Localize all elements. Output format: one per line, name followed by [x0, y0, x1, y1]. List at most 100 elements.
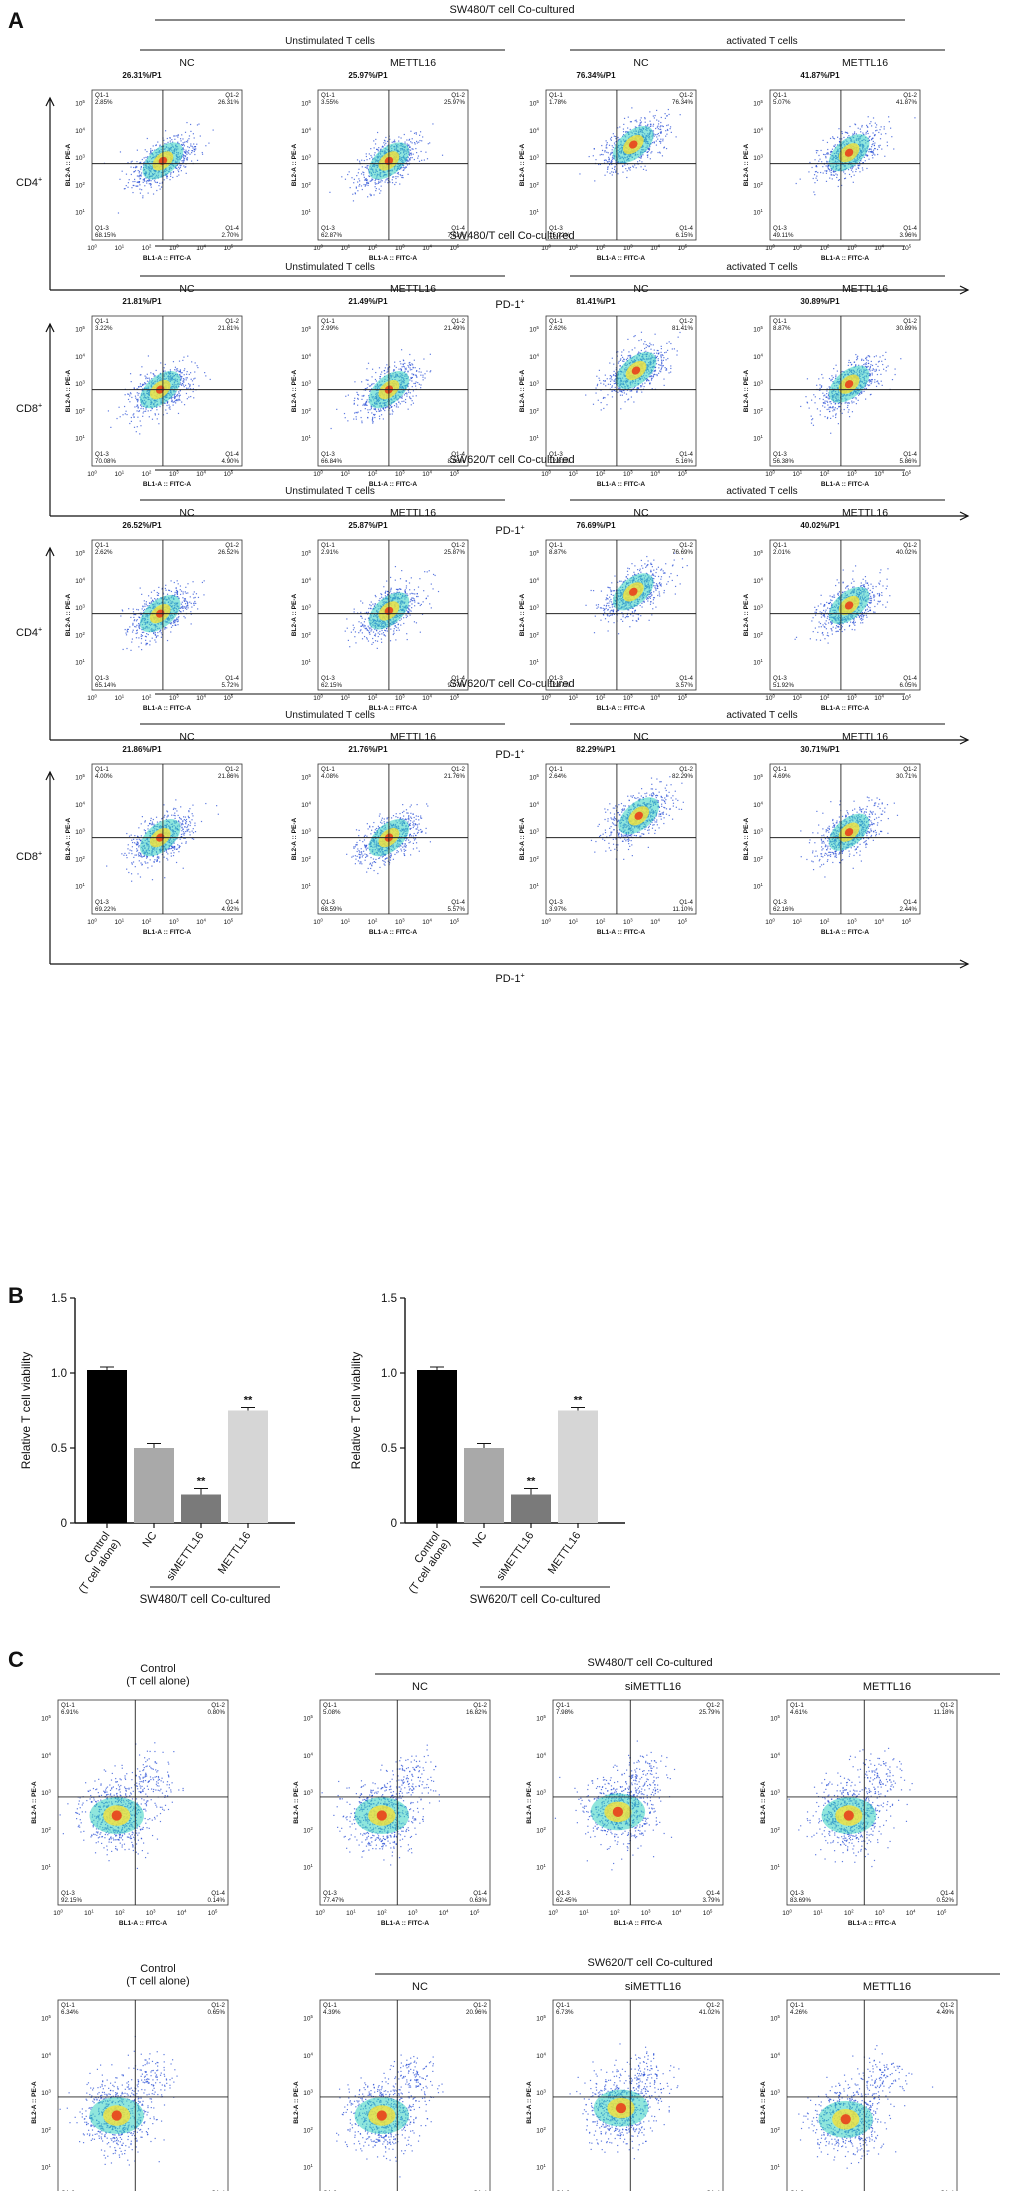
event-dot: [155, 144, 157, 146]
event-dot: [879, 144, 881, 146]
event-dot: [117, 212, 120, 214]
event-dot: [407, 173, 409, 175]
event-dot: [654, 134, 657, 136]
event-dot: [142, 383, 144, 385]
event-dot: [408, 391, 410, 393]
event-dot: [145, 377, 147, 380]
event-dot: [398, 136, 400, 138]
event-dot: [145, 410, 147, 412]
event-dot: [133, 387, 135, 389]
event-dot: [663, 146, 666, 148]
event-dot: [358, 178, 360, 180]
event-dot: [182, 142, 184, 144]
event-dot: [366, 167, 368, 169]
y-tick-label: 101: [301, 208, 311, 217]
event-dot: [151, 149, 154, 152]
event-dot: [185, 172, 187, 174]
event-dot: [147, 192, 149, 194]
event-dot: [123, 188, 125, 190]
event-dot: [134, 395, 137, 397]
event-dot: [379, 376, 381, 378]
event-dot: [864, 160, 866, 162]
event-dot: [397, 171, 399, 174]
event-dot: [383, 139, 386, 141]
event-dot: [148, 179, 150, 181]
event-dot: [161, 182, 163, 184]
event-dot: [613, 370, 615, 373]
event-dot: [369, 385, 372, 387]
plot-label: NC: [633, 57, 649, 69]
event-dot: [815, 152, 818, 154]
event-dot: [174, 167, 177, 169]
event-dot: [403, 366, 406, 368]
event-dot: [406, 139, 408, 141]
event-dot: [187, 151, 189, 153]
event-dot: [632, 165, 634, 167]
event-dot: [137, 185, 139, 187]
event-dot: [175, 368, 178, 370]
event-dot: [193, 143, 195, 145]
event-dot: [170, 172, 172, 174]
event-dot: [596, 385, 598, 387]
event-dot: [619, 359, 622, 361]
event-dot: [176, 175, 178, 177]
event-dot: [610, 139, 612, 141]
event-dot: [403, 133, 405, 136]
event-dot: [139, 162, 142, 164]
event-dot: [366, 159, 368, 161]
event-dot: [181, 160, 183, 162]
event-dot: [146, 182, 148, 184]
event-dot: [415, 147, 417, 150]
event-dot: [181, 384, 183, 386]
event-dot: [174, 135, 176, 137]
event-dot: [865, 131, 867, 134]
y-axis-label: BL2-A :: PE-A: [519, 144, 526, 187]
event-dot: [835, 374, 837, 376]
event-dot: [844, 177, 847, 179]
event-dot: [427, 143, 429, 145]
event-dot: [629, 390, 631, 392]
x-tick-label: 104: [422, 469, 432, 478]
event-dot: [393, 139, 396, 141]
event-dot: [166, 404, 168, 407]
event-dot: [382, 407, 384, 409]
event-dot: [360, 416, 362, 419]
event-dot: [615, 171, 617, 173]
event-dot: [148, 416, 150, 418]
event-dot: [139, 174, 141, 176]
event-dot: [849, 361, 852, 364]
group-right-label: activated T cells: [726, 36, 797, 47]
event-dot: [414, 367, 416, 369]
event-dot: [627, 127, 629, 129]
event-dot: [185, 373, 188, 375]
event-dot: [188, 373, 190, 376]
event-dot: [822, 153, 825, 156]
event-dot: [658, 140, 661, 143]
event-dot: [187, 383, 190, 385]
y-tick-label: 105: [529, 99, 539, 108]
event-dot: [336, 408, 338, 410]
event-dot: [367, 417, 369, 419]
event-dot: [192, 147, 194, 149]
event-dot: [870, 380, 872, 383]
event-dot: [607, 168, 609, 170]
x-tick-label: 104: [196, 243, 206, 252]
event-dot: [357, 398, 359, 400]
event-dot: [602, 154, 604, 156]
event-dot: [606, 378, 608, 380]
event-dot: [854, 131, 856, 133]
event-dot: [401, 400, 403, 403]
event-dot: [866, 130, 869, 132]
event-dot: [658, 363, 660, 366]
y-tick-label: 101: [529, 208, 539, 217]
event-dot: [614, 135, 617, 138]
event-dot: [154, 413, 156, 415]
event-dot: [615, 390, 617, 392]
event-dot: [811, 166, 813, 169]
event-dot: [140, 385, 143, 388]
event-dot: [184, 141, 186, 143]
event-dot: [209, 378, 211, 381]
event-dot: [601, 149, 604, 152]
event-dot: [824, 154, 826, 156]
event-dot: [871, 150, 873, 152]
